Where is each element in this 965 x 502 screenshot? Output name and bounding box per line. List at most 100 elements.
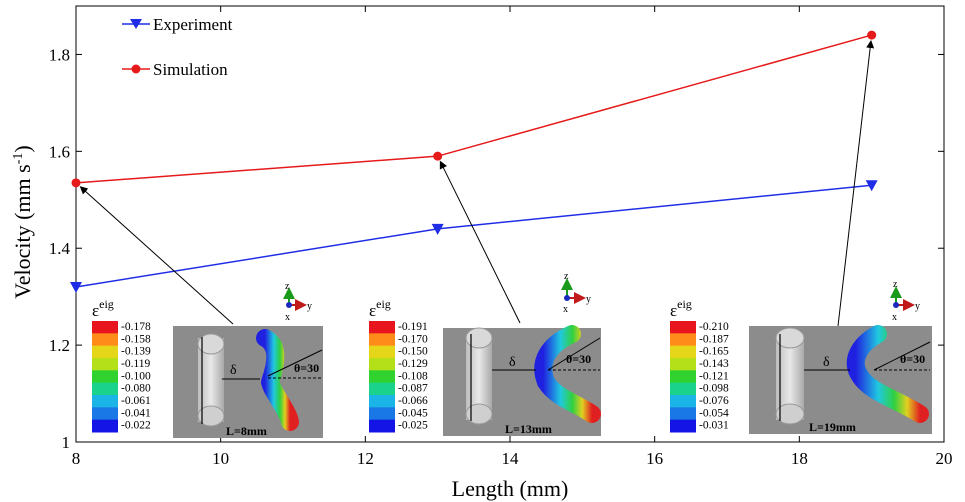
- inset-3: εeig -0.210-0.187-0.165-0.143-0.121-0.09…: [670, 279, 932, 434]
- colorbar-swatch: [670, 382, 696, 396]
- inset-3-simulation-image: δ θ=30 L=19mm: [749, 325, 932, 434]
- inset-1-axis-z: z: [285, 281, 290, 292]
- colorbar-swatch: [670, 395, 696, 408]
- inset-3-length: L=19mm: [809, 420, 856, 434]
- series-experiment-line: [75, 184, 872, 288]
- colorbar-value: -0.025: [398, 420, 428, 432]
- colorbar-value: -0.165: [699, 346, 729, 358]
- legend-simulation-label: Simulation: [153, 60, 228, 79]
- x-axis-title: Length (mm): [452, 476, 569, 501]
- inset-1-colorbar: -0.178-0.158-0.139-0.119-0.100-0.080-0.0…: [92, 321, 151, 433]
- inset-2-simulation-image: δ θ=30 L=13mm: [443, 325, 601, 436]
- colorbar-value: -0.129: [398, 358, 428, 370]
- inset-2-theta: θ=30: [566, 352, 591, 366]
- inset-2-axis-x: x: [563, 304, 568, 315]
- colorbar-value: -0.031: [699, 420, 729, 432]
- inset-1-delta: δ: [230, 363, 237, 378]
- inset-3-axis-x: x: [892, 312, 897, 323]
- inset-3-colorbar: -0.210-0.187-0.165-0.143-0.121-0.098-0.0…: [670, 321, 729, 433]
- colorbar-value: -0.087: [398, 383, 428, 395]
- y-axis-title: Velocity (mm s-1): [10, 145, 35, 298]
- colorbar-value: -0.061: [121, 395, 151, 407]
- series-simulation-line: [75, 34, 872, 184]
- series-experiment-point: [70, 281, 82, 293]
- series-experiment-point: [431, 223, 444, 235]
- colorbar-swatch: [670, 333, 696, 347]
- colorbar-swatch: [670, 321, 696, 334]
- colorbar-swatch: [670, 407, 696, 421]
- series-layer: [70, 30, 878, 293]
- colorbar-swatch: [369, 321, 395, 334]
- inset-3-delta: δ: [823, 355, 830, 370]
- series-experiment-point: [865, 180, 878, 192]
- inset-1-axis-x: x: [285, 312, 290, 323]
- colorbar-value: -0.187: [699, 333, 729, 345]
- x-tick-label: 8: [72, 449, 81, 468]
- legend-experiment-marker: [130, 19, 142, 29]
- colorbar-value: -0.076: [699, 395, 729, 407]
- x-tick-label: 18: [791, 449, 808, 468]
- inset-2: εeig -0.191-0.170-0.150-0.129-0.108-0.08…: [369, 271, 601, 436]
- inset-1: εeig -0.178-0.158-0.139-0.119-0.100-0.08…: [92, 281, 323, 438]
- axis-ticks: [75, 6, 945, 443]
- colorbar-value: -0.098: [699, 383, 729, 395]
- colorbar-swatch: [92, 345, 118, 359]
- inset-2-axes-triad: z y x: [561, 271, 591, 315]
- colorbar-value: -0.108: [398, 370, 428, 382]
- colorbar-swatch: [369, 370, 395, 384]
- inset-3-axis-z: z: [893, 279, 898, 290]
- colorbar-swatch: [670, 419, 696, 433]
- legend: Experiment Simulation: [122, 15, 233, 79]
- colorbar-value: -0.041: [121, 407, 151, 419]
- y-tick-label: 1.6: [49, 142, 70, 161]
- inset-3-theta: θ=30: [900, 352, 925, 366]
- inset-1-axes-triad: z y x: [283, 281, 312, 323]
- colorbar-value: -0.170: [398, 333, 428, 345]
- colorbar-value: -0.139: [121, 346, 151, 358]
- inset-3-axes-triad: z y x: [890, 279, 920, 323]
- legend-experiment-label: Experiment: [153, 15, 233, 34]
- inset-1-theta: θ=30: [294, 361, 319, 375]
- inset-2-axis-z: z: [564, 271, 569, 282]
- x-tick-labels: 8 10 12 14 16 18 20: [72, 449, 953, 468]
- x-tick-label: 16: [646, 449, 663, 468]
- pointer-arrows: [79, 40, 875, 327]
- colorbar-swatch: [92, 419, 118, 433]
- y-tick-label: 1.4: [49, 239, 71, 258]
- colorbar-swatch: [369, 333, 395, 347]
- colorbar-swatch: [92, 370, 118, 384]
- colorbar-swatch: [369, 407, 395, 421]
- inset-2-length: L=13mm: [505, 422, 552, 436]
- inset-3-axis-y: y: [915, 301, 920, 312]
- x-tick-label: 10: [212, 449, 229, 468]
- colorbar-swatch: [92, 382, 118, 396]
- inset-1-pointer-arrow: [79, 186, 234, 325]
- y-tick-labels: 1 1.2 1.4 1.6 1.8: [49, 45, 71, 452]
- colorbar-swatch: [369, 419, 395, 433]
- inset-1-length: L=8mm: [226, 424, 267, 438]
- inset-2-delta: δ: [509, 355, 516, 370]
- colorbar-swatch: [92, 321, 118, 334]
- inset-2-axis-y: y: [586, 294, 591, 305]
- colorbar-swatch: [92, 407, 118, 421]
- colorbar-swatch: [92, 333, 118, 347]
- series-simulation-point: [71, 178, 81, 188]
- inset-3-epsilon-label: εeig: [670, 297, 692, 320]
- colorbar-value: -0.045: [398, 407, 428, 419]
- inset-1-epsilon-label: εeig: [92, 297, 114, 320]
- colorbar-value: -0.066: [398, 395, 428, 407]
- colorbar-value: -0.121: [699, 370, 729, 382]
- colorbar-value: -0.054: [699, 407, 729, 419]
- inset-1-axis-y: y: [307, 301, 312, 312]
- inset-2-epsilon-label: εeig: [369, 297, 391, 320]
- colorbar-value: -0.158: [121, 333, 151, 345]
- colorbar-swatch: [369, 382, 395, 396]
- colorbar-swatch: [369, 345, 395, 359]
- x-tick-label: 12: [357, 449, 374, 468]
- colorbar-swatch: [369, 358, 395, 371]
- series-simulation-point: [433, 151, 443, 161]
- colorbar-value: -0.100: [121, 370, 151, 382]
- colorbar-value: -0.080: [121, 383, 151, 395]
- x-tick-label: 14: [502, 449, 520, 468]
